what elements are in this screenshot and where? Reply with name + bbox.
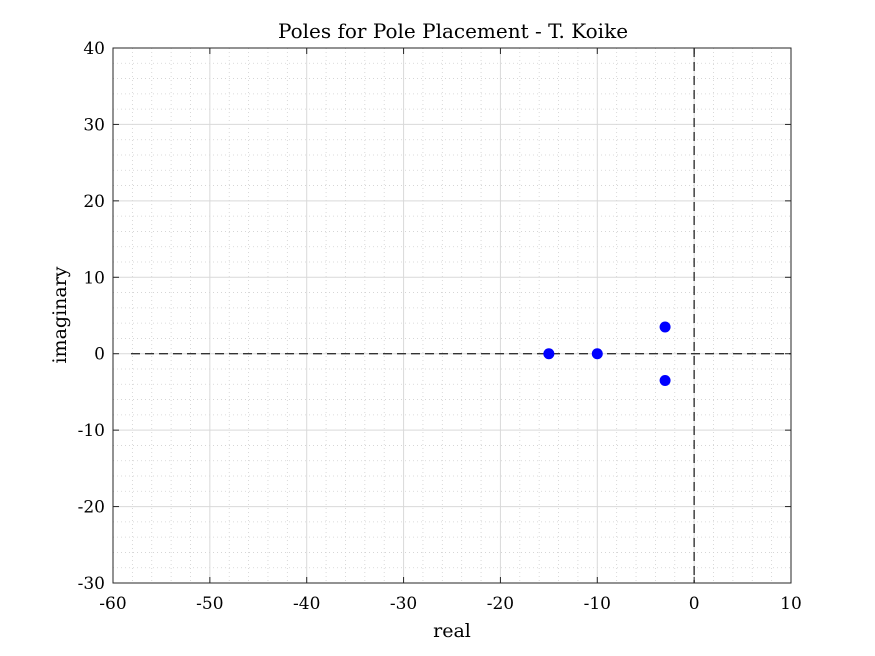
pole-marker: [659, 321, 671, 333]
y-tick-labels: -30 -20 -10 0 10 20 30 40: [78, 39, 105, 594]
x-tick-labels: -60 -50 -40 -30 -20 -10 0 10: [99, 594, 802, 614]
pole-marker: [659, 374, 671, 386]
y-tick-label: -30: [78, 574, 105, 594]
reference-lines: [131, 48, 791, 583]
x-tick-label: -30: [390, 594, 417, 614]
x-tick-label: -60: [99, 594, 126, 614]
y-tick-label: -20: [78, 498, 105, 518]
x-tick-label: 10: [780, 594, 802, 614]
tick-marks: [112, 47, 792, 584]
x-tick-label: -50: [196, 594, 223, 614]
x-tick-label: 0: [689, 594, 700, 614]
x-tick-label: -20: [487, 594, 514, 614]
x-axis-label: real: [433, 620, 471, 642]
pole-marker: [543, 348, 555, 360]
y-tick-label: 30: [83, 115, 105, 135]
pole-points: [543, 321, 671, 386]
plot-area: [113, 48, 791, 583]
y-tick-label: 20: [83, 192, 105, 212]
y-tick-label: 10: [83, 268, 105, 288]
minor-grid: [113, 48, 791, 583]
y-tick-label: 0: [94, 345, 105, 365]
axes-frame: [112, 47, 792, 584]
x-tick-label: -10: [584, 594, 611, 614]
y-axis-label: imaginary: [49, 266, 71, 363]
pole-marker: [591, 348, 603, 360]
y-tick-label: 40: [83, 39, 105, 59]
x-tick-label: -40: [293, 594, 320, 614]
chart-title: Poles for Pole Placement - T. Koike: [278, 19, 628, 43]
y-tick-label: -10: [78, 421, 105, 441]
